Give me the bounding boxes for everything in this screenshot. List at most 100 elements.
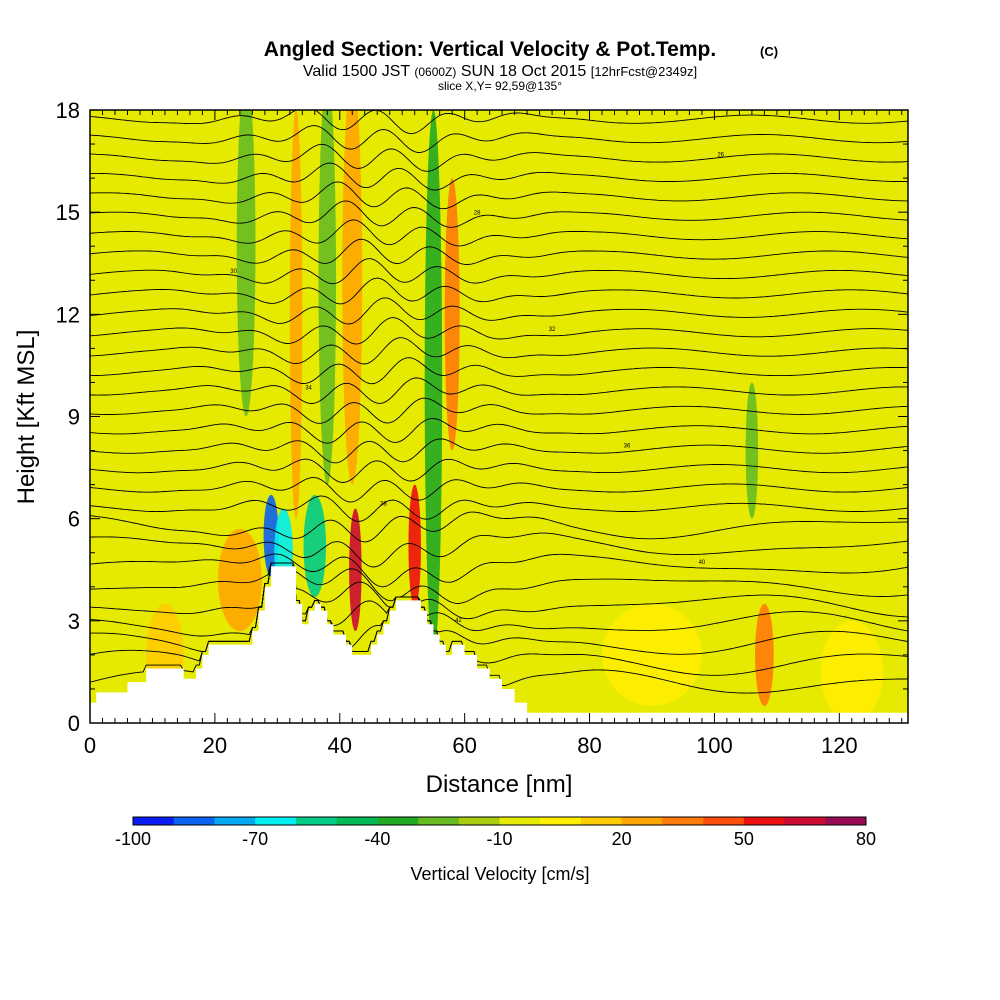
velocity-cell — [755, 603, 774, 706]
theta-contour-line — [90, 258, 908, 285]
theta-contour-line — [90, 562, 908, 655]
colorbar-labels: -100 -70 -40 -10 20 50 80 — [115, 829, 876, 849]
theta-contour-line — [90, 377, 908, 404]
velocity-cell — [303, 494, 327, 597]
x-tick-label: 0 — [84, 733, 96, 758]
x-tick-label: 80 — [577, 733, 601, 758]
theta-contour-line — [90, 418, 908, 444]
colorbar-tick-label: 50 — [734, 829, 754, 849]
colorbar-swatch — [743, 817, 786, 825]
velocity-cell — [218, 528, 262, 632]
colorbar-tick-label: -70 — [242, 829, 268, 849]
colorbar-swatch — [540, 817, 582, 825]
colorbar-title: Vertical Velocity [cm/s] — [410, 864, 589, 884]
valid-utc: (0600Z) — [414, 65, 456, 79]
theta-contour-line — [90, 317, 908, 345]
velocity-cell — [408, 484, 421, 608]
x-axis: 0 20 40 60 80 100 120 — [84, 110, 903, 758]
theta-contour-line — [90, 143, 908, 172]
theta-contour-line — [90, 297, 908, 325]
y-axis-title: Height [Kft MSL] — [13, 330, 40, 505]
colorbar-swatch — [214, 817, 256, 825]
x-tick-label: 40 — [328, 733, 352, 758]
theta-contour-line — [90, 553, 908, 588]
y-tick-label: 6 — [68, 507, 80, 532]
valid-date: SUN 18 Oct 2015 — [461, 63, 587, 80]
velocity-cell — [289, 110, 303, 519]
y-tick-label: 3 — [68, 609, 80, 634]
theta-contour-label: 36 — [624, 443, 631, 449]
theta-contour-line — [90, 181, 908, 210]
colorbar-swatch — [418, 817, 460, 825]
slice-info: slice X,Y= 92,59@135° — [438, 79, 562, 93]
field-background — [90, 110, 908, 723]
x-axis-title: Distance [nm] — [426, 771, 573, 798]
colorbar-swatch — [499, 817, 541, 825]
velocity-cell — [820, 620, 884, 723]
colorbar-tick-label: -100 — [115, 829, 151, 849]
colorbar-swatch — [703, 817, 745, 825]
y-tick-label: 0 — [68, 711, 80, 736]
theta-contour-line — [90, 562, 908, 604]
colorbar-swatch — [784, 817, 826, 825]
x-tick-label: 20 — [203, 733, 227, 758]
theta-contour-line — [90, 110, 908, 135]
velocity-cell — [745, 382, 759, 519]
theta-contour-line — [90, 125, 908, 153]
y-tick-label: 18 — [56, 98, 80, 123]
theta-contour-line — [90, 562, 908, 620]
colorbar-swatch — [458, 817, 500, 825]
theta-contour-line — [90, 277, 908, 305]
velocity-cell — [342, 110, 363, 485]
plot-area: 44424038363432302826 — [90, 110, 908, 723]
theta-contour-line — [90, 532, 908, 568]
theta-contour-line — [90, 337, 908, 365]
x-tick-label: 100 — [696, 733, 733, 758]
colorbar-swatch — [662, 817, 704, 825]
colorbar-tick-label: 80 — [856, 829, 876, 849]
theta-contour-line — [90, 238, 908, 265]
theta-contour-label: 28 — [474, 211, 481, 217]
colorbar-swatch — [255, 817, 297, 825]
theta-contour-line — [90, 511, 908, 543]
forecast-info: [12hrFcst@2349z] — [591, 64, 697, 79]
colorbar-swatch — [295, 817, 338, 825]
colorbar-tick-label: 20 — [612, 829, 632, 849]
terrain-mask — [90, 566, 908, 723]
theta-contour-label: 42 — [455, 618, 462, 624]
theta-contour-line — [90, 562, 908, 637]
chart-title-suffix: (C) — [760, 44, 778, 59]
theta-contour-label: 30 — [230, 269, 237, 275]
colorbar-tick-label: -10 — [486, 829, 512, 849]
velocity-cell — [602, 603, 702, 706]
chart-title: Angled Section: Vertical Velocity & Pot.… — [264, 38, 716, 61]
colorbar — [132, 816, 867, 826]
colorbar-swatch — [580, 817, 623, 825]
theta-contour-label: 40 — [699, 560, 706, 566]
colorbar-tick-label: -40 — [364, 829, 390, 849]
theta-contour-line — [90, 200, 908, 228]
theta-contours — [90, 110, 908, 694]
colorbar-swatch — [621, 817, 663, 825]
colorbar-swatch — [825, 817, 867, 825]
y-tick-label: 15 — [56, 200, 80, 225]
x-tick-label: 60 — [452, 733, 476, 758]
theta-contour-line — [90, 477, 908, 503]
theta-contour-line — [90, 495, 908, 522]
theta-contour-line — [90, 458, 908, 483]
x-tick-label: 120 — [821, 733, 858, 758]
velocity-cell — [236, 110, 256, 417]
colorbar-swatch — [377, 817, 419, 825]
valid-time-line: Valid 1500 JST (0600Z) SUN 18 Oct 2015 [… — [303, 63, 697, 80]
velocity-cell — [424, 110, 443, 655]
colorbar-swatch — [133, 817, 175, 825]
y-tick-label: 9 — [68, 405, 80, 430]
theta-contour-label: 34 — [305, 385, 312, 391]
colorbar-swatch — [336, 817, 378, 825]
colorbar-frame — [132, 816, 867, 826]
theta-contour-line — [90, 438, 908, 464]
velocity-cell — [444, 178, 460, 451]
theta-contour-label: 32 — [549, 327, 556, 333]
